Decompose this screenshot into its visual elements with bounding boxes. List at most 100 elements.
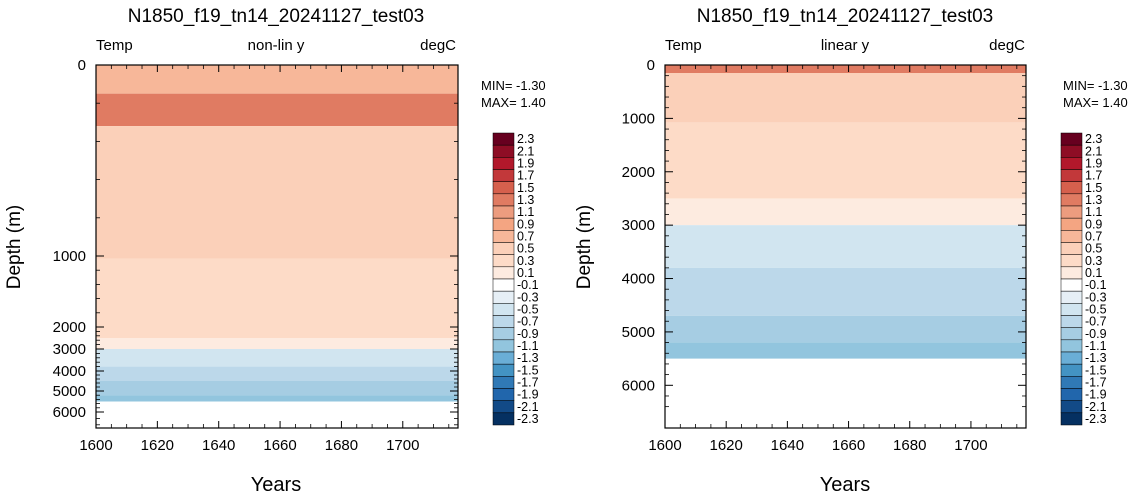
- left-layer-band: [96, 395, 458, 402]
- right-colorbar-swatch: [1060, 376, 1083, 389]
- left-layer-band: [96, 65, 458, 94]
- left-colorbar-swatch: [492, 132, 515, 146]
- left-colorbar-swatch: [492, 351, 515, 365]
- left-colorbar-label: 0.9: [517, 217, 534, 231]
- right-colorbar-swatch: [1060, 266, 1083, 280]
- right-colorbar-swatch: [1060, 144, 1083, 158]
- left-colorbar-swatch: [492, 254, 515, 268]
- left-y-tick-label: 2000: [53, 319, 86, 336]
- right-y-tick-label: 0: [647, 57, 655, 74]
- right-colorbar-label: 0.9: [1085, 217, 1102, 231]
- right-x-axis-title: Years: [820, 474, 870, 496]
- right-colorbar-swatch: [1060, 193, 1083, 207]
- right-colorbar-swatch: [1060, 242, 1083, 255]
- right-x-tick-label: 1640: [771, 437, 804, 454]
- left-panel: 1600 1620 1640 1660 1680 1700 0 1000 2000 3000 400…: [53, 57, 539, 454]
- right-colorbar-swatch: [1060, 205, 1083, 219]
- left-colorbar-label: 2.1: [517, 144, 534, 158]
- right-colorbar-swatch: [1060, 290, 1083, 304]
- right-colorbar-label: 2.3: [1085, 132, 1102, 146]
- left-colorbar-swatch: [492, 363, 515, 377]
- right-colorbar-label: -1.7: [1085, 375, 1107, 389]
- right-max-text: MAX= 1.40: [1063, 95, 1128, 110]
- left-plot-frame: [95, 64, 459, 429]
- right-colorbar-label: -0.9: [1085, 327, 1107, 341]
- left-y-axis-title: Depth (m): [4, 205, 25, 289]
- left-colorbar-swatch: [492, 266, 515, 280]
- left-title: N1850_f19_tn14_20241127_test03: [128, 6, 425, 27]
- right-y-tick-label: 3000: [622, 217, 655, 234]
- left-colorbar-swatch: [492, 217, 515, 231]
- right-colorbar-label: -0.1: [1085, 278, 1107, 292]
- right-layer-band: [665, 73, 1026, 123]
- right-x-tick-label: 1700: [954, 437, 987, 454]
- left-y-tick-label: 4000: [53, 363, 86, 380]
- right-colorbar-label: 0.3: [1085, 254, 1102, 268]
- right-colorbar-swatch: [1060, 351, 1083, 365]
- left-colorbar-swatch: [492, 400, 515, 414]
- right-colorbar-swatch: [1060, 169, 1083, 182]
- right-colorbar-swatch: [1060, 400, 1083, 414]
- left-colorbar-label: -2.1: [517, 400, 539, 414]
- left-x-axis-title: Years: [251, 474, 301, 496]
- right-x-tick-label: 1620: [709, 437, 742, 454]
- left-x-tick-label: 1700: [386, 437, 419, 454]
- right-colorbar-label: 1.3: [1085, 193, 1102, 207]
- right-colorbar-label: 1.7: [1085, 169, 1102, 183]
- left-layer-band: [96, 349, 458, 367]
- left-colorbar-label: -1.5: [517, 363, 539, 377]
- left-x-tick-label: 1640: [202, 437, 235, 454]
- right-colorbar-swatch: [1060, 132, 1083, 146]
- right-colorbar-swatch: [1060, 339, 1083, 353]
- right-colorbar-label: -1.1: [1085, 339, 1107, 353]
- right-layer-band: [665, 198, 1026, 226]
- left-colorbar-label: -1.3: [517, 351, 539, 365]
- left-y-tick-label: 0: [78, 57, 86, 74]
- right-layer-band: [665, 122, 1026, 199]
- left-colorbar-label: -0.7: [517, 315, 539, 329]
- left-colorbar-swatch: [492, 169, 515, 182]
- right-colorbar-swatch: [1060, 315, 1083, 328]
- left-colorbar-swatch: [492, 388, 515, 401]
- left-colorbar-swatch: [492, 193, 515, 207]
- left-y-tick-label: 6000: [53, 404, 86, 421]
- right-colorbar-label: 1.9: [1085, 156, 1102, 170]
- right-y-tick-label: 2000: [622, 164, 655, 181]
- left-colorbar-swatch: [492, 144, 515, 158]
- right-layer-band: [665, 267, 1026, 316]
- left-colorbar-label: -1.1: [517, 339, 539, 353]
- left-colorbar-swatch: [492, 339, 515, 353]
- right-layer-band: [665, 315, 1026, 343]
- left-colorbar-swatch: [492, 157, 515, 170]
- left-layer-band: [96, 126, 458, 259]
- left-layer-band: [96, 366, 458, 381]
- left-min-text: MIN= -1.30: [481, 78, 546, 93]
- left-layer-band: [96, 381, 458, 396]
- left-colorbar-label: 0.5: [517, 242, 534, 256]
- right-colorbar-swatch: [1060, 230, 1083, 243]
- right-layer-band: [665, 342, 1026, 359]
- right-y-tick-label: 6000: [622, 377, 655, 394]
- right-x-tick-label: 1680: [893, 437, 926, 454]
- left-colorbar-swatch: [492, 242, 515, 255]
- left-units-label: degC: [420, 37, 456, 54]
- left-x-tick-label: 1660: [263, 437, 296, 454]
- left-colorbar-swatch: [492, 327, 515, 341]
- left-colorbar-label: 2.3: [517, 132, 534, 146]
- left-colorbar-label: 1.1: [517, 205, 534, 219]
- left-colorbar-label: -2.3: [517, 412, 539, 426]
- right-colorbar-label: -1.3: [1085, 351, 1107, 365]
- left-colorbar-label: 0.7: [517, 229, 534, 243]
- right-variable-label: Temp: [665, 37, 702, 54]
- right-min-text: MIN= -1.30: [1063, 78, 1128, 93]
- left-colorbar-label: -0.3: [517, 290, 539, 304]
- right-colorbar-label: 0.1: [1085, 266, 1102, 280]
- left-colorbar-swatch: [492, 303, 515, 316]
- left-variable-label: Temp: [96, 37, 133, 54]
- left-x-tick-label: 1600: [79, 437, 112, 454]
- right-panel: 1600 1620 1640 1660 1680 1700 0 1000 2000 3000 400…: [622, 57, 1107, 454]
- left-colorbar-label: -0.1: [517, 278, 539, 292]
- right-title: N1850_f19_tn14_20241127_test03: [697, 6, 994, 27]
- left-y-tick-label: 3000: [53, 341, 86, 358]
- left-scale-label: non-lin y: [248, 37, 305, 54]
